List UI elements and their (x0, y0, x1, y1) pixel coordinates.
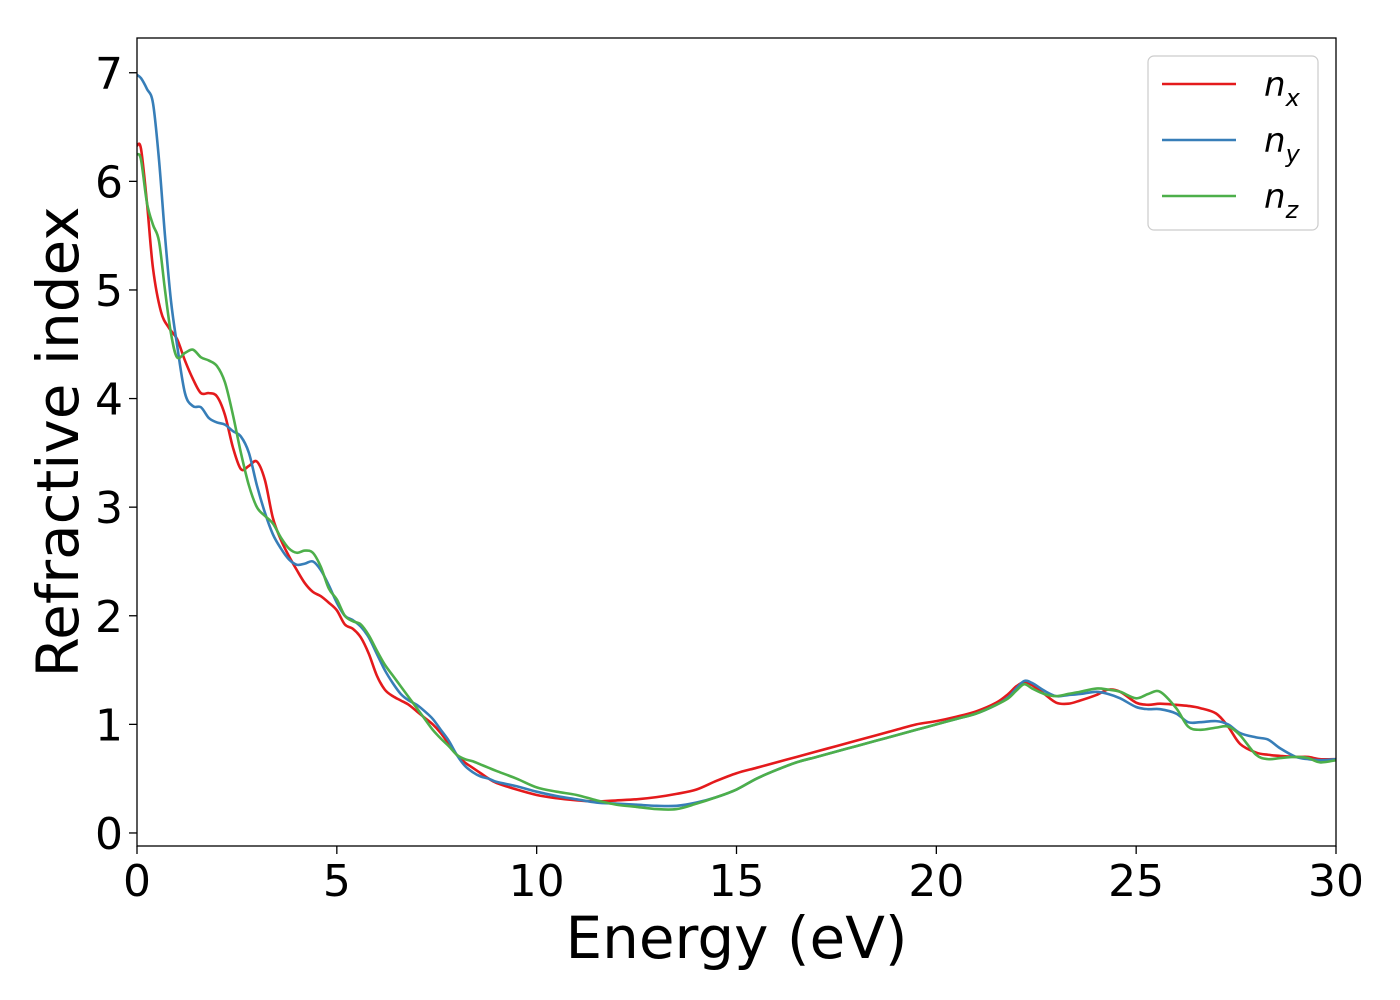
y-tick-label: 2 (95, 592, 123, 643)
legend-entry: ny (1264, 121, 1301, 168)
legend-label: n (1264, 121, 1286, 161)
y-tick-label: 1 (95, 700, 123, 751)
y-axis-ticks: 0 1 2 3 4 5 6 7 (95, 49, 137, 860)
series-line-nz (137, 152, 1336, 811)
y-tick-label: 3 (95, 483, 123, 534)
legend-subscript: z (1285, 196, 1300, 224)
y-tick-label: 7 (95, 49, 123, 100)
y-tick-label: 0 (95, 809, 123, 860)
x-tick-label: 0 (123, 856, 151, 907)
legend-frame (1147, 55, 1319, 231)
y-tick-label: 6 (95, 157, 123, 208)
legend-label: n (1264, 65, 1286, 105)
series-line-ny (137, 73, 1336, 808)
x-tick-label: 20 (908, 856, 964, 907)
series-layer (137, 73, 1336, 811)
legend-entry: nz (1264, 177, 1300, 224)
y-tick-label: 5 (95, 266, 123, 317)
x-tick-label: 25 (1108, 856, 1164, 907)
y-tick-label: 4 (95, 375, 123, 426)
x-axis-title: Energy (eV) (565, 904, 907, 972)
legend-label: n (1264, 177, 1286, 217)
x-tick-label: 30 (1308, 856, 1364, 907)
legend-subscript: y (1285, 140, 1301, 168)
legend-subscript: x (1285, 84, 1301, 112)
x-tick-label: 10 (509, 856, 565, 907)
y-axis-title: Refractive index (24, 206, 92, 677)
x-axis-ticks: 0 5 10 15 20 25 30 (123, 846, 1364, 907)
x-tick-label: 5 (323, 856, 351, 907)
legend-entry: nx (1264, 65, 1301, 112)
x-tick-label: 15 (709, 856, 765, 907)
